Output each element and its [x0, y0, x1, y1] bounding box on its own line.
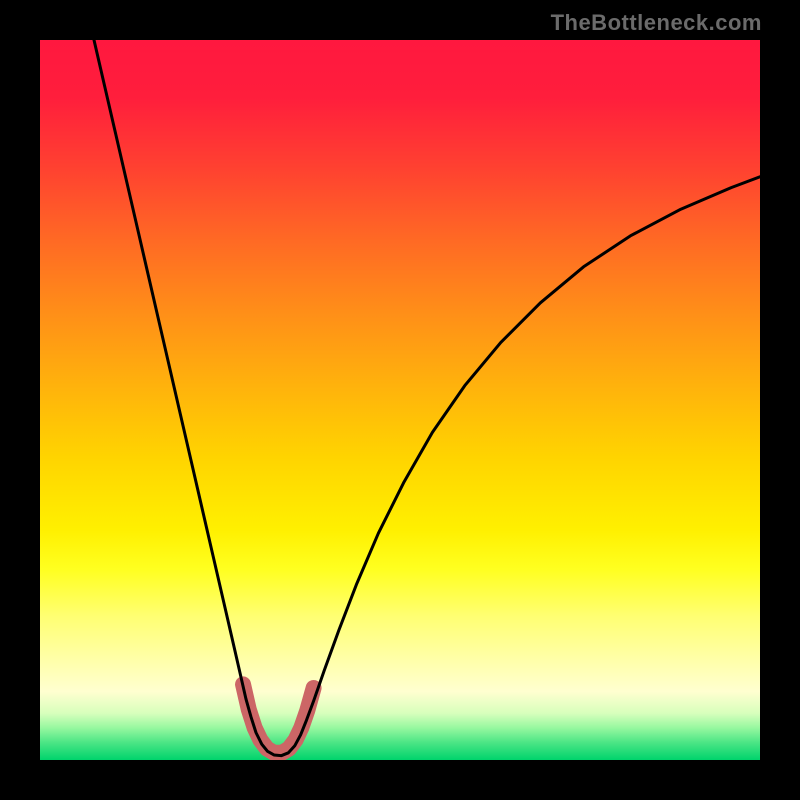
watermark-text: TheBottleneck.com — [551, 10, 762, 36]
plot-area — [40, 40, 760, 760]
chart-container: TheBottleneck.com — [0, 0, 800, 800]
plot-svg — [40, 40, 760, 760]
gradient-background — [40, 40, 760, 760]
